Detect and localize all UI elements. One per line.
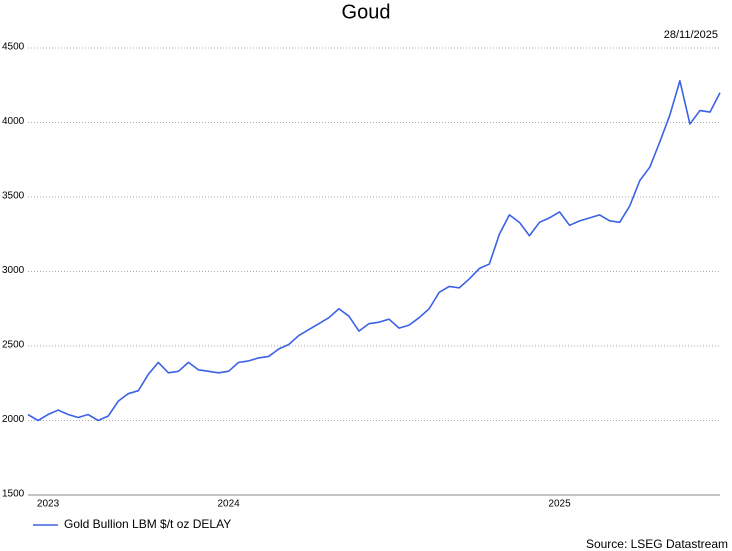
- x-tick-label: 2024: [217, 499, 240, 510]
- data-line: [27, 79, 721, 422]
- date-label: 28/11/2025: [664, 29, 718, 41]
- y-tick-label: 2500: [2, 340, 25, 351]
- x-tick-label: 2023: [37, 499, 60, 510]
- source-label: Source: LSEG Datastream: [586, 537, 728, 551]
- y-tick-label: 3000: [2, 265, 25, 276]
- x-tick-label: 2025: [548, 499, 571, 510]
- legend-label: Gold Bullion LBM $/t oz DELAY: [64, 517, 231, 531]
- chart-title: Goud: [342, 1, 391, 23]
- y-tick-label: 4500: [2, 42, 25, 53]
- y-tick-label: 4000: [2, 116, 25, 127]
- y-tick-label: 3500: [2, 191, 25, 202]
- y-tick-label: 1500: [2, 489, 25, 500]
- y-tick-label: 2000: [2, 414, 25, 425]
